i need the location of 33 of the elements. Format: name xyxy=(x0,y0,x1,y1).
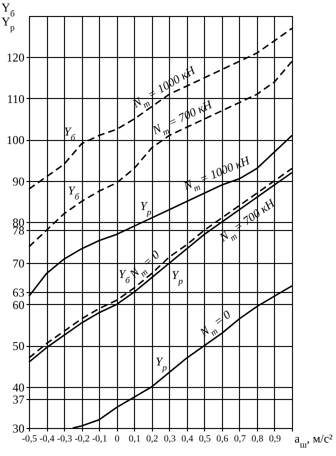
x-tick-label: 0,7 xyxy=(234,434,246,444)
x-tick-label: 0,3 xyxy=(164,434,176,444)
y-tick-label: 110 xyxy=(6,92,24,106)
x-tick-label: 0,1 xyxy=(128,434,141,444)
x-tick-label: -0,5 xyxy=(22,434,38,444)
annotation: Y$_{б}$ xyxy=(68,183,80,202)
x-tick-label: 0,6 xyxy=(216,434,229,444)
x-tick-label: -0,3 xyxy=(57,434,72,444)
y-tick-label: 50 xyxy=(12,339,24,354)
x-tick-label: -0,1 xyxy=(92,434,108,444)
x-tick-label: 0 xyxy=(114,434,120,444)
y-tick-label: 60 xyxy=(12,298,24,312)
y-tick-label: 63 xyxy=(12,286,24,300)
y-tick-label: 100 xyxy=(6,133,24,148)
y-axis-title: Y$_{б}$ Y$_{р}$ xyxy=(2,0,16,32)
annotation: Y$_{р}$ xyxy=(156,354,168,372)
x-tick-label: -0,4 xyxy=(40,434,55,444)
y-tick-label: 37 xyxy=(12,392,24,407)
y-tick-label: 70 xyxy=(12,256,24,271)
y-tick-label: 30 xyxy=(12,422,24,436)
annotation: Y$_{р}$ xyxy=(172,268,184,286)
y-tick-label: 40 xyxy=(12,380,24,394)
x-tick-label: 0,2 xyxy=(146,434,158,444)
x-tick-label: 0,8 xyxy=(251,434,264,444)
annotation: Y$_{б}$ xyxy=(118,266,130,285)
y-tick-label: 90 xyxy=(12,174,24,188)
x-tick-label: 0,4 xyxy=(181,434,194,444)
x-tick-label: -0,2 xyxy=(74,434,90,444)
y-tick-label: 120 xyxy=(6,50,24,65)
x-tick-label: 0,9 xyxy=(269,434,282,444)
x-axis-title: a$_{ш}$, м/с² xyxy=(294,432,334,450)
annotation: Y$_{р}$ xyxy=(140,198,152,217)
x-tick-label: 0,5 xyxy=(198,434,212,444)
